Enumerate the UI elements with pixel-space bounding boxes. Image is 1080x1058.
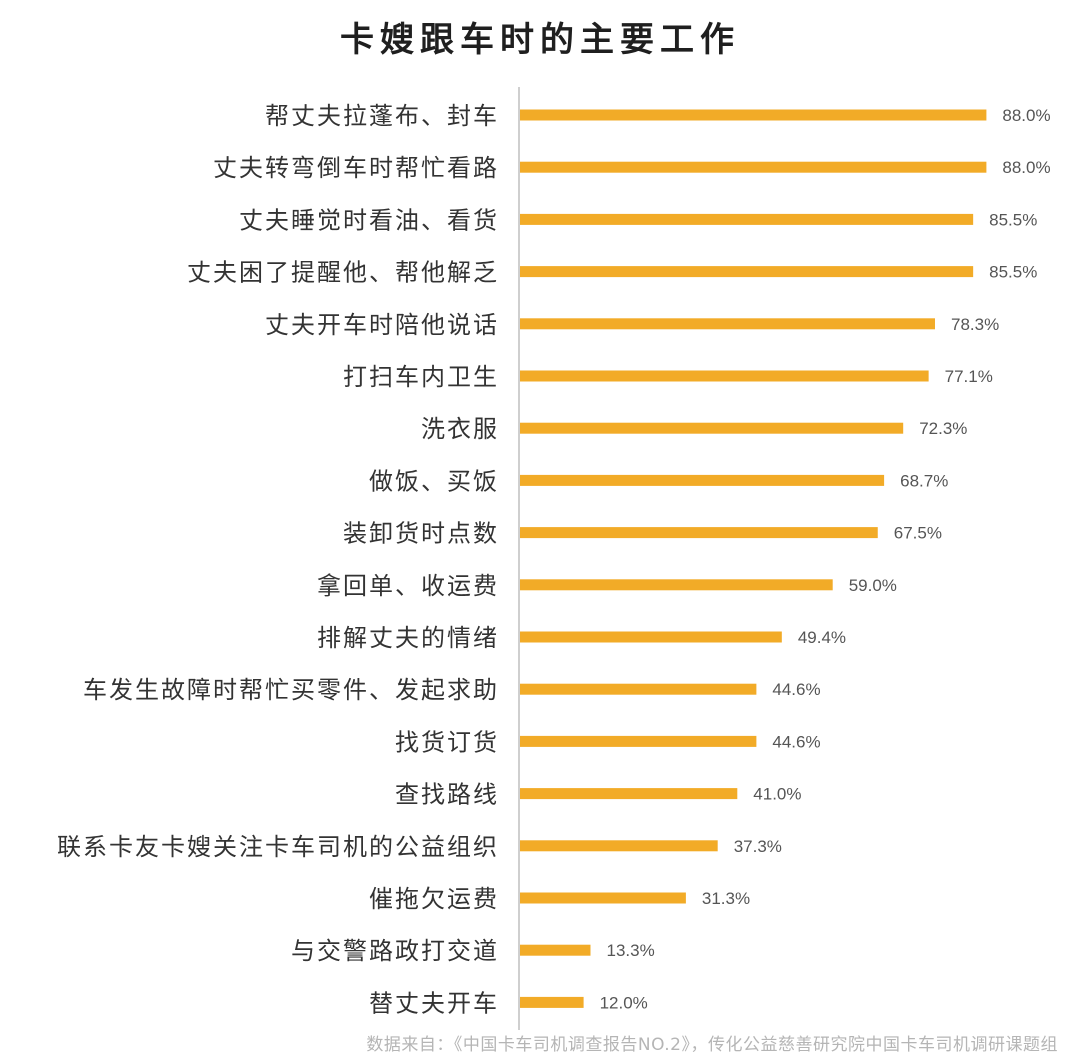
- category-label: 做饭、买饭: [369, 467, 499, 495]
- bar: [520, 579, 833, 591]
- bar: [520, 840, 718, 852]
- value-label: 88.0%: [1002, 106, 1050, 125]
- bar: [520, 788, 738, 800]
- bar: [520, 370, 929, 382]
- value-label: 44.6%: [772, 732, 820, 751]
- bar: [520, 109, 987, 121]
- value-label: 88.0%: [1002, 158, 1050, 177]
- category-label: 拿回单、收运费: [317, 572, 499, 600]
- value-label: 72.3%: [919, 419, 967, 438]
- bar: [520, 161, 987, 173]
- category-label: 洗衣服: [421, 415, 499, 443]
- value-label: 41.0%: [753, 785, 801, 804]
- value-label: 68.7%: [900, 471, 948, 490]
- value-label: 12.0%: [600, 993, 648, 1012]
- category-label: 装卸货时点数: [343, 520, 499, 548]
- bar: [520, 422, 904, 434]
- value-label: 77.1%: [945, 367, 993, 386]
- value-label: 49.4%: [798, 628, 846, 647]
- category-label: 联系卡友卡嫂关注卡车司机的公益组织: [57, 833, 499, 861]
- chart-title: 卡嫂跟车时的主要工作: [340, 20, 740, 60]
- bar: [520, 266, 974, 278]
- bar: [520, 213, 974, 225]
- value-label: 59.0%: [849, 576, 897, 595]
- bar: [520, 631, 782, 643]
- value-label: 85.5%: [989, 210, 1037, 229]
- category-label: 帮丈夫拉蓬布、封车: [265, 102, 499, 130]
- value-label: 13.3%: [606, 941, 654, 960]
- bar: [520, 892, 686, 904]
- value-label: 78.3%: [951, 315, 999, 334]
- category-label: 与交警路政打交道: [291, 937, 499, 965]
- category-label: 车发生故障时帮忙买零件、发起求助: [83, 676, 499, 704]
- value-label: 67.5%: [894, 524, 942, 543]
- category-label: 丈夫困了提醒他、帮他解乏: [187, 259, 499, 287]
- bar: [520, 527, 878, 539]
- bar: [520, 735, 757, 747]
- source-note: 数据来自：《中国卡车司机调查报告NO.2》，传化公益慈善研究院中国卡车司机调研课…: [366, 1035, 1058, 1055]
- category-label: 催拖欠运费: [369, 885, 499, 913]
- category-label: 查找路线: [395, 781, 499, 809]
- value-label: 85.5%: [989, 263, 1037, 282]
- category-label: 替丈夫开车: [369, 989, 499, 1017]
- category-label: 丈夫开车时陪他说话: [265, 311, 499, 339]
- bar: [520, 474, 885, 486]
- category-label: 打扫车内卫生: [343, 363, 499, 391]
- bar-chart: 帮丈夫拉蓬布、封车 88.0% 丈夫转弯倒车时帮忙看路 88.0% 丈夫睡觉时看油、看货…: [57, 87, 1051, 1030]
- bar: [520, 944, 591, 956]
- bar: [520, 996, 584, 1008]
- value-label: 44.6%: [772, 680, 820, 699]
- category-label: 排解丈夫的情绪: [317, 624, 499, 652]
- category-label: 找货订货: [395, 728, 499, 756]
- bar: [520, 683, 757, 695]
- value-label: 37.3%: [734, 837, 782, 856]
- category-label: 丈夫转弯倒车时帮忙看路: [213, 154, 499, 182]
- value-label: 31.3%: [702, 889, 750, 908]
- bar: [520, 318, 935, 330]
- category-label: 丈夫睡觉时看油、看货: [239, 206, 499, 234]
